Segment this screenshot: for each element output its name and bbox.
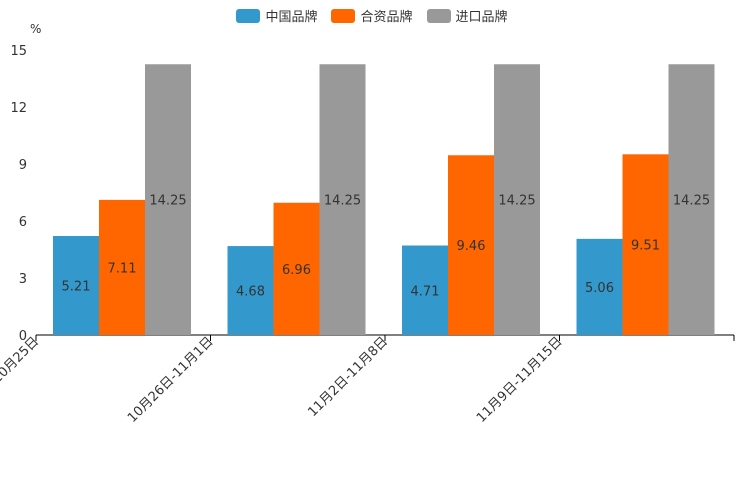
y-tick-label-5: 15 xyxy=(10,44,27,59)
legend-item-imported-brand[interactable]: 进口品牌 xyxy=(426,6,508,25)
bar-2-0 xyxy=(402,245,448,335)
y-tick-label-4: 12 xyxy=(10,101,27,116)
y-axis-unit-label: % xyxy=(30,22,42,36)
bar-1-2 xyxy=(319,64,366,335)
legend-label-china-brand: 中国品牌 xyxy=(265,10,318,25)
bar-value-label-2-0: 4.71 xyxy=(411,284,440,299)
y-tick-label-3: 9 xyxy=(19,158,27,173)
bar-value-label-0-0: 5.21 xyxy=(62,280,91,295)
bar-value-label-3-1: 9.51 xyxy=(631,239,660,254)
bar-value-label-2-2: 14.25 xyxy=(498,194,535,209)
legend-swatch-imported-brand xyxy=(426,8,451,23)
bar-2-2 xyxy=(494,64,540,335)
bar-value-label-3-0: 5.06 xyxy=(585,281,614,296)
bar-0-0 xyxy=(53,236,99,335)
legend-swatch-joint-venture-brand xyxy=(331,8,356,23)
legend-label-imported-brand: 进口品牌 xyxy=(455,10,508,25)
y-tick-label-0: 0 xyxy=(19,329,27,344)
bar-1-0 xyxy=(227,246,274,335)
x-tick-label-2: 11月2日-11月8日 xyxy=(305,334,391,420)
bar-3-2 xyxy=(668,64,715,335)
bar-0-2 xyxy=(145,64,191,335)
bar-value-label-1-2: 14.25 xyxy=(324,194,361,209)
x-tick-label-1: 10月26日-11月1日 xyxy=(125,334,217,426)
bar-3-0 xyxy=(576,238,623,335)
bar-0-1 xyxy=(99,199,145,335)
bar-value-label-0-1: 7.11 xyxy=(108,261,137,276)
legend-swatch-china-brand xyxy=(236,8,261,23)
bar-2-1 xyxy=(448,155,494,335)
bar-value-label-2-1: 9.46 xyxy=(457,239,486,254)
bar-value-label-0-2: 14.25 xyxy=(149,194,186,209)
bar-value-label-1-1: 6.96 xyxy=(282,263,311,278)
y-tick-label-2: 6 xyxy=(19,215,27,230)
bar-value-label-3-2: 14.25 xyxy=(673,194,710,209)
bar-value-label-1-0: 4.68 xyxy=(236,285,265,300)
bar-1-1 xyxy=(273,202,320,335)
chart-legend: 中国品牌 合资品牌 进口品牌 xyxy=(0,6,744,25)
x-tick-label-0: 10月19日-10月25日 xyxy=(0,334,42,431)
legend-item-china-brand[interactable]: 中国品牌 xyxy=(236,6,317,25)
bar-3-1 xyxy=(622,154,669,335)
legend-item-joint-venture-brand[interactable]: 合资品牌 xyxy=(331,6,413,25)
x-tick-label-3: 11月9日-11月15日 xyxy=(474,334,566,426)
y-tick-label-1: 3 xyxy=(19,272,27,287)
legend-label-joint-venture-brand: 合资品牌 xyxy=(360,10,413,25)
